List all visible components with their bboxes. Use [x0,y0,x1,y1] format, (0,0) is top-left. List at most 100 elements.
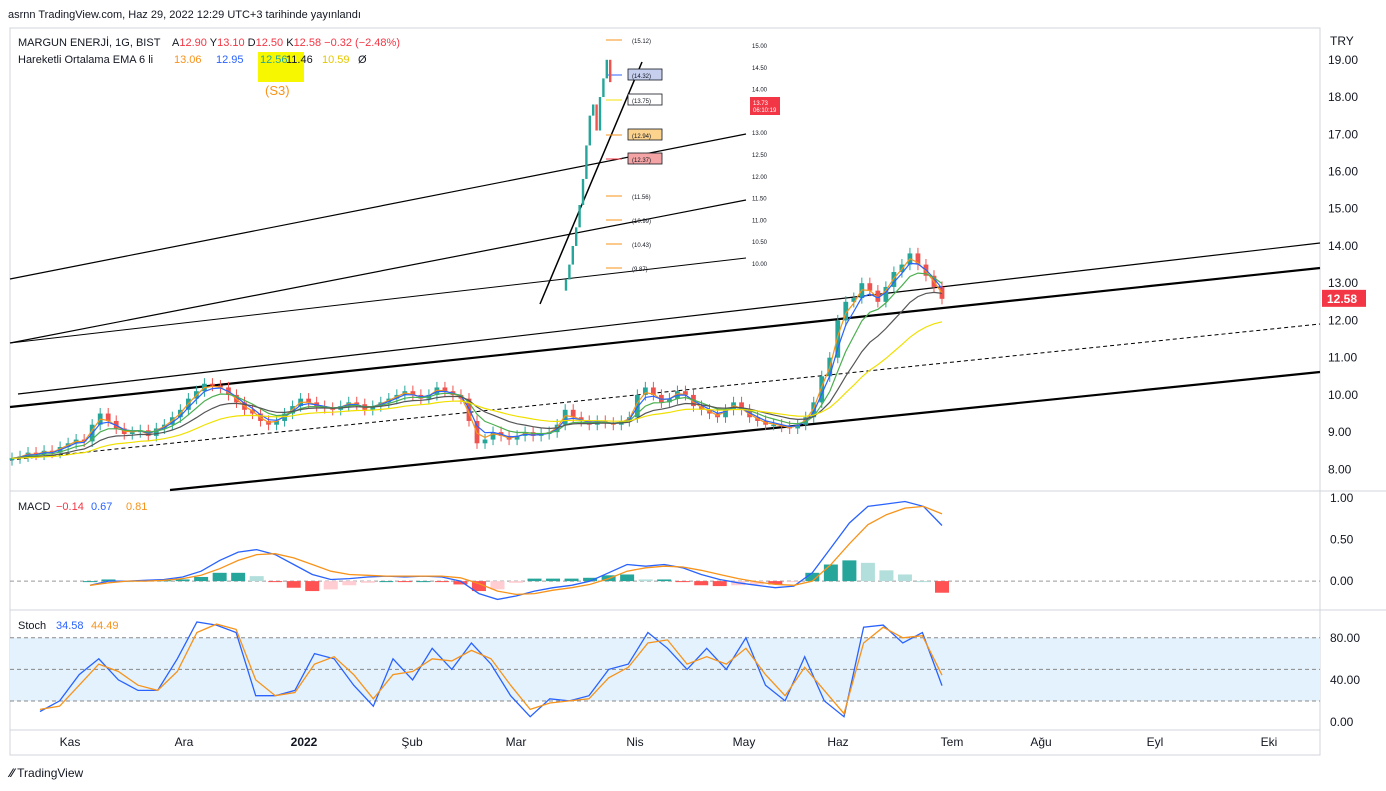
time-tick: Kas [60,735,81,749]
time-tick: Eyl [1147,735,1164,749]
candle-body [105,413,111,421]
svg-text:12.58: 12.58 [1327,292,1357,306]
macd-histogram-bar [101,579,116,582]
inset-level-box [627,68,663,81]
time-axis[interactable]: Kas Ara 2022 Şub Mar Nis May Haz Tem Ağu Eyl Eki [60,735,1278,749]
macd-histogram-bar [83,581,97,583]
inset-candle [581,178,585,206]
time-tick: Mar [506,735,527,749]
trendline [9,323,1321,461]
ema-line [11,262,943,459]
macd-histogram-bar [786,581,801,583]
inset-tick: 14.00 [752,88,768,94]
macd-histogram-bar [823,564,838,582]
inset-tick: 10.00 [752,262,768,268]
candle-body [771,424,777,427]
time-tick: May [733,735,756,749]
candle-body [210,383,215,386]
candle-body [795,424,801,429]
macd-histogram-bar [749,581,764,585]
candle-body [81,439,87,442]
candle-body [153,428,159,436]
inset-level-label: (14.32) [632,74,651,80]
inset-tick: 12.50 [752,153,768,159]
macd-histogram-bar [897,574,912,582]
trendline [9,133,747,280]
inset-tick: 12.00 [752,175,768,181]
currency-label: TRY [1330,34,1354,48]
macd-tick: 0.50 [1330,533,1354,547]
macd-histogram-bar [416,581,431,583]
macd-histogram-bar [249,576,264,582]
trendline [539,61,643,305]
inset-candle [568,264,571,280]
candle-body [274,420,279,425]
macd-line [89,500,943,601]
inset-tick: 11.50 [752,197,767,203]
macd-histogram-bar [434,581,449,583]
candle-body [410,391,416,395]
inset-candle [575,227,578,246]
macd-histogram-bar [546,578,561,582]
candle-body [683,391,688,395]
price-tick: 8.00 [1328,462,1352,476]
candle-body [370,406,376,410]
stoch-panel: 80.00 40.00 0.00 [10,621,1360,729]
stoch-tick: 40.00 [1330,673,1360,687]
price-tick: 17.00 [1328,127,1358,141]
candle-body [33,452,39,455]
inset-tick: 13.00 [752,131,768,137]
time-tick: 2022 [291,735,318,749]
macd-histogram-bar [842,560,857,582]
inset-candle [578,205,581,228]
inset-candle [609,59,612,83]
inset-level-label: (15.12) [632,39,651,45]
inset-tick: 11.00 [752,218,767,224]
price-tick: 13.00 [1328,276,1358,290]
macd-histogram-bar [212,572,227,582]
inset-candle [595,104,598,131]
time-tick: Haz [827,735,848,749]
time-tick: Şub [401,735,423,749]
macd-panel: 1.00 0.50 0.00 [10,491,1354,601]
macd-histogram-bar [231,572,246,582]
macd-histogram-bar [805,572,820,582]
macd-histogram-bar [657,579,672,582]
candle-body [129,432,135,435]
price-tick: 15.00 [1328,202,1358,216]
macd-histogram-bar [379,581,394,583]
inset-tick: 15.00 [752,44,768,50]
inset-level-label: (10.43) [632,243,651,249]
inset-current-tag [750,97,780,115]
price-tick: 9.00 [1328,425,1352,439]
macd-histogram-bar [916,581,931,583]
macd-histogram-bar [360,581,375,583]
candle-body [49,450,55,453]
ohlc-value: 12.50 [256,37,287,49]
highlight-marker [258,52,304,82]
candle-body [811,402,817,418]
trendline [169,370,1321,492]
ohlc-value: 12.58 [294,37,325,49]
tradingview-logo[interactable]: ⁄⁄ TradingView [10,766,83,780]
ema-line [11,321,943,459]
macd-histogram-bar [879,570,894,582]
candle-body [562,409,568,425]
macd-histogram-bar [342,581,357,586]
s3-annotation: (S3) [265,83,290,98]
macd-histogram-bar [194,576,209,582]
stoch-value: 34.58 [56,620,84,632]
time-tick: Nis [626,735,643,749]
candle-body [642,387,648,395]
macd-histogram-bar [509,581,523,583]
macd-histogram-bar [564,578,579,582]
macd-histogram-bar [175,579,190,582]
ema-lines [11,257,943,459]
candle-body [490,432,496,440]
macd-histogram-bar [286,581,301,588]
trendline [9,199,747,344]
macd-histogram-bar [453,581,468,585]
price-axis[interactable]: 19.00 18.00 17.00 16.00 15.00 14.00 13.00 12.00… [1328,53,1358,477]
